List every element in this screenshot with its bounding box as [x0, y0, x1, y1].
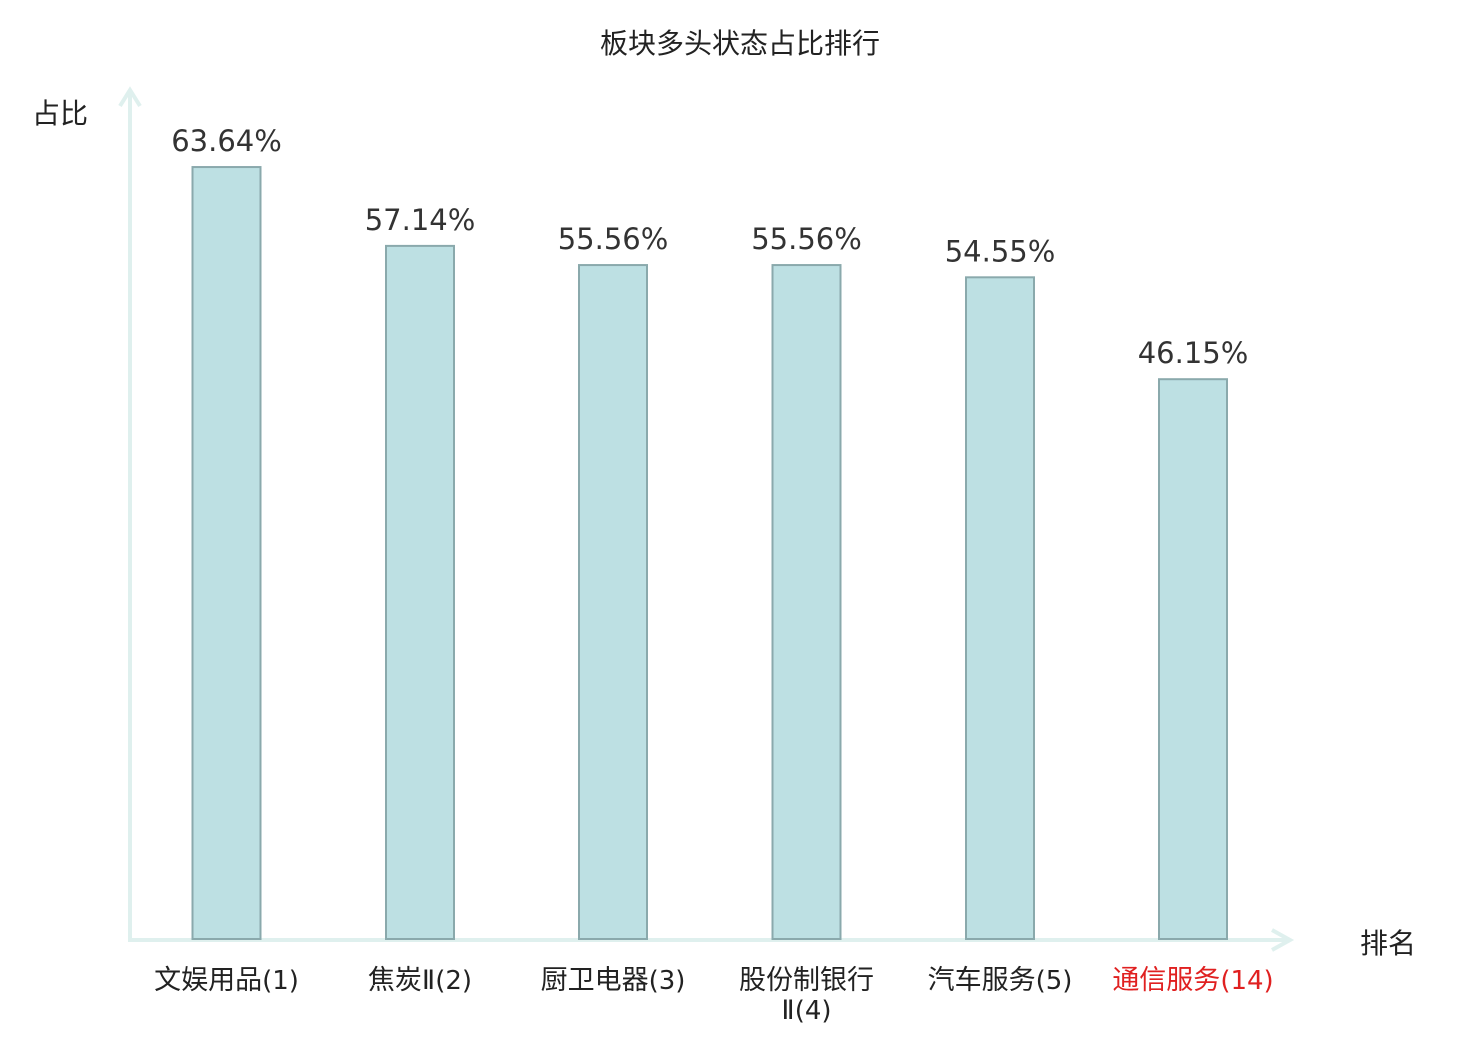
- axes: [118, 86, 1295, 952]
- value-label-3: 55.56%: [558, 222, 669, 256]
- category-label-5: 汽车服务(5): [900, 965, 1100, 997]
- category-name: 股份制银行Ⅱ: [739, 965, 874, 1026]
- bar-1: [191, 166, 262, 940]
- value-label-6: 46.15%: [1138, 336, 1249, 370]
- bar-6: [1158, 378, 1228, 940]
- y-axis-label: 占比: [32, 97, 89, 130]
- category-rank: (14): [1220, 966, 1274, 996]
- category-label-6: 通信服务(14): [1093, 965, 1293, 997]
- category-name: 焦炭Ⅱ: [367, 965, 436, 996]
- value-label-5: 54.55%: [945, 234, 1056, 268]
- category-rank: (1): [262, 966, 299, 996]
- bar-4: [771, 264, 842, 940]
- category-name: 厨卫电器: [540, 965, 649, 996]
- bar-5: [965, 276, 1035, 941]
- category-label-4: 股份制银行Ⅱ(4): [737, 965, 877, 1027]
- bar-2: [385, 244, 455, 941]
- x-axis-label: 排名: [1360, 927, 1417, 960]
- category-label-2: 焦炭Ⅱ(2): [320, 965, 520, 997]
- y-axis-arrow: [118, 86, 142, 108]
- category-rank: (2): [435, 966, 473, 996]
- chart-title: 板块多头状态占比排行: [599, 27, 880, 60]
- category-label-1: 文娱用品(1): [127, 965, 327, 997]
- value-label-2: 57.14%: [365, 203, 476, 237]
- value-label-4: 55.56%: [751, 222, 862, 256]
- bars: [191, 166, 1228, 941]
- category-rank: (4): [794, 996, 832, 1026]
- category-rank: (3): [648, 966, 686, 996]
- category-name: 汽车服务: [927, 965, 1036, 996]
- category-name: 文娱用品: [154, 965, 263, 996]
- category-label-3: 厨卫电器(3): [513, 965, 713, 997]
- value-label-1: 63.64%: [171, 124, 282, 158]
- category-rank: (5): [1035, 966, 1073, 996]
- value-labels: 63.64% 57.14% 55.56% 55.56% 54.55% 46.15%: [171, 124, 1248, 370]
- bar-3: [578, 264, 648, 940]
- category-name: 通信服务: [1112, 965, 1221, 996]
- x-axis-arrow: [1271, 928, 1295, 952]
